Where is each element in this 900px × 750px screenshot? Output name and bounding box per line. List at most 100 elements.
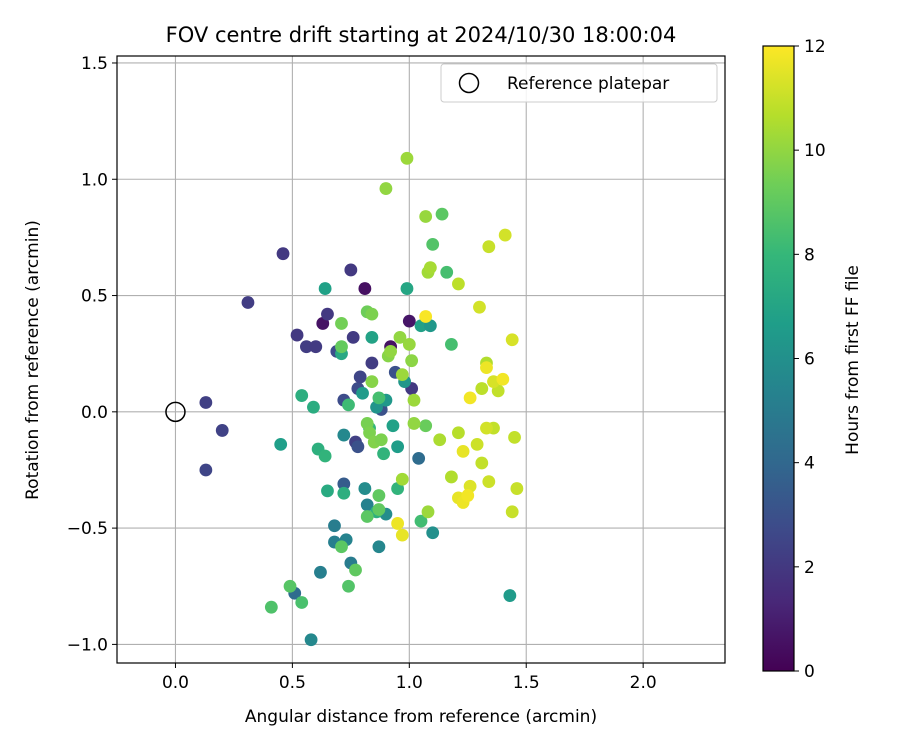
- data-point: [295, 389, 309, 402]
- data-point: [356, 386, 369, 400]
- y-tick-label: 1.0: [81, 170, 108, 190]
- colorbar-tick-label: 0: [804, 662, 815, 682]
- data-point: [407, 417, 421, 430]
- data-point: [480, 421, 493, 435]
- data-point: [505, 505, 519, 519]
- legend-label: Reference platepar: [507, 74, 669, 94]
- data-point: [391, 440, 405, 454]
- data-point: [318, 449, 332, 463]
- data-point: [365, 356, 379, 370]
- data-point: [480, 361, 493, 375]
- data-point: [405, 354, 419, 368]
- data-point: [508, 431, 521, 444]
- data-point: [395, 368, 409, 382]
- data-point: [372, 503, 386, 516]
- data-point: [407, 393, 421, 407]
- data-point: [309, 340, 323, 354]
- data-point: [426, 526, 440, 540]
- data-point: [395, 472, 409, 486]
- data-point: [400, 151, 414, 165]
- x-tick-label: 1.0: [396, 673, 423, 693]
- colorbar-tick-label: 2: [804, 558, 815, 578]
- data-point: [372, 540, 386, 554]
- data-point: [419, 310, 433, 323]
- data-point: [283, 579, 297, 593]
- colorbar-tick-label: 10: [804, 141, 826, 161]
- y-tick-label: 1.5: [81, 54, 108, 74]
- data-point: [351, 440, 365, 454]
- data-point: [463, 391, 477, 405]
- data-point: [321, 307, 334, 321]
- data-point: [419, 419, 433, 433]
- data-point: [346, 331, 360, 344]
- data-point: [318, 282, 332, 295]
- y-tick-label: −1.0: [67, 635, 108, 655]
- data-point: [328, 519, 341, 533]
- data-point: [496, 372, 510, 386]
- data-point: [360, 510, 374, 523]
- reference-point: [165, 401, 186, 423]
- legend-reference-marker: [458, 72, 480, 94]
- data-point: [360, 498, 374, 512]
- data-point: [335, 340, 348, 354]
- data-point: [386, 419, 400, 433]
- data-point: [475, 456, 489, 470]
- data-point: [473, 300, 486, 314]
- x-axis-ticks: 0.0 0.5 1.0 1.5 2.0: [162, 663, 657, 693]
- data-point: [295, 596, 309, 609]
- colorbar-ticks: 0 2 4 6 8 10 12: [794, 37, 826, 682]
- data-point: [377, 447, 390, 461]
- plot-frame: [116, 55, 726, 664]
- x-tick-label: 1.5: [513, 673, 540, 693]
- data-point: [384, 344, 397, 358]
- data-point: [475, 382, 489, 395]
- data-point: [505, 333, 519, 347]
- x-tick-label: 0.5: [279, 673, 306, 693]
- data-point: [365, 307, 379, 321]
- grid-lines: [117, 56, 725, 663]
- colorbar-tick-label: 4: [804, 454, 815, 474]
- data-point: [419, 210, 433, 223]
- data-point: [304, 633, 318, 647]
- data-point: [358, 482, 372, 495]
- data-point: [215, 424, 229, 437]
- data-point: [402, 314, 416, 328]
- data-point: [435, 207, 449, 221]
- data-point: [199, 396, 213, 409]
- y-axis-label: Rotation from reference (arcmin): [23, 220, 43, 500]
- data-point: [321, 484, 334, 498]
- data-point: [470, 437, 484, 451]
- data-point: [335, 540, 348, 554]
- data-point: [307, 400, 320, 414]
- data-point: [349, 563, 362, 577]
- data-point: [395, 528, 409, 542]
- data-point: [414, 514, 428, 528]
- data-point: [337, 477, 351, 491]
- data-point: [353, 370, 367, 384]
- data-point: [445, 470, 458, 484]
- colorbar-gradient: [763, 46, 794, 671]
- chart-title: FOV centre drift starting at 2024/10/30 …: [166, 23, 677, 47]
- data-point: [365, 331, 379, 344]
- data-point: [412, 451, 426, 465]
- data-point: [461, 489, 475, 502]
- data-point: [510, 482, 524, 495]
- colorbar-tick-label: 8: [804, 245, 815, 265]
- data-point: [358, 282, 372, 295]
- legend-box: [440, 63, 718, 103]
- data-point: [440, 265, 454, 279]
- data-point: [400, 282, 414, 295]
- y-tick-label: 0.5: [81, 287, 108, 307]
- data-point: [379, 182, 393, 195]
- x-tick-label: 2.0: [630, 673, 657, 693]
- y-tick-label: −0.5: [67, 519, 108, 539]
- data-point: [365, 375, 379, 388]
- data-point: [402, 337, 416, 351]
- colorbar-label: Hours from first FF file: [843, 265, 863, 455]
- data-point: [241, 296, 255, 309]
- data-point: [456, 444, 470, 458]
- colorbar-tick-label: 12: [804, 37, 826, 57]
- data-point: [337, 428, 351, 442]
- data-point: [498, 228, 512, 242]
- data-point: [482, 240, 496, 254]
